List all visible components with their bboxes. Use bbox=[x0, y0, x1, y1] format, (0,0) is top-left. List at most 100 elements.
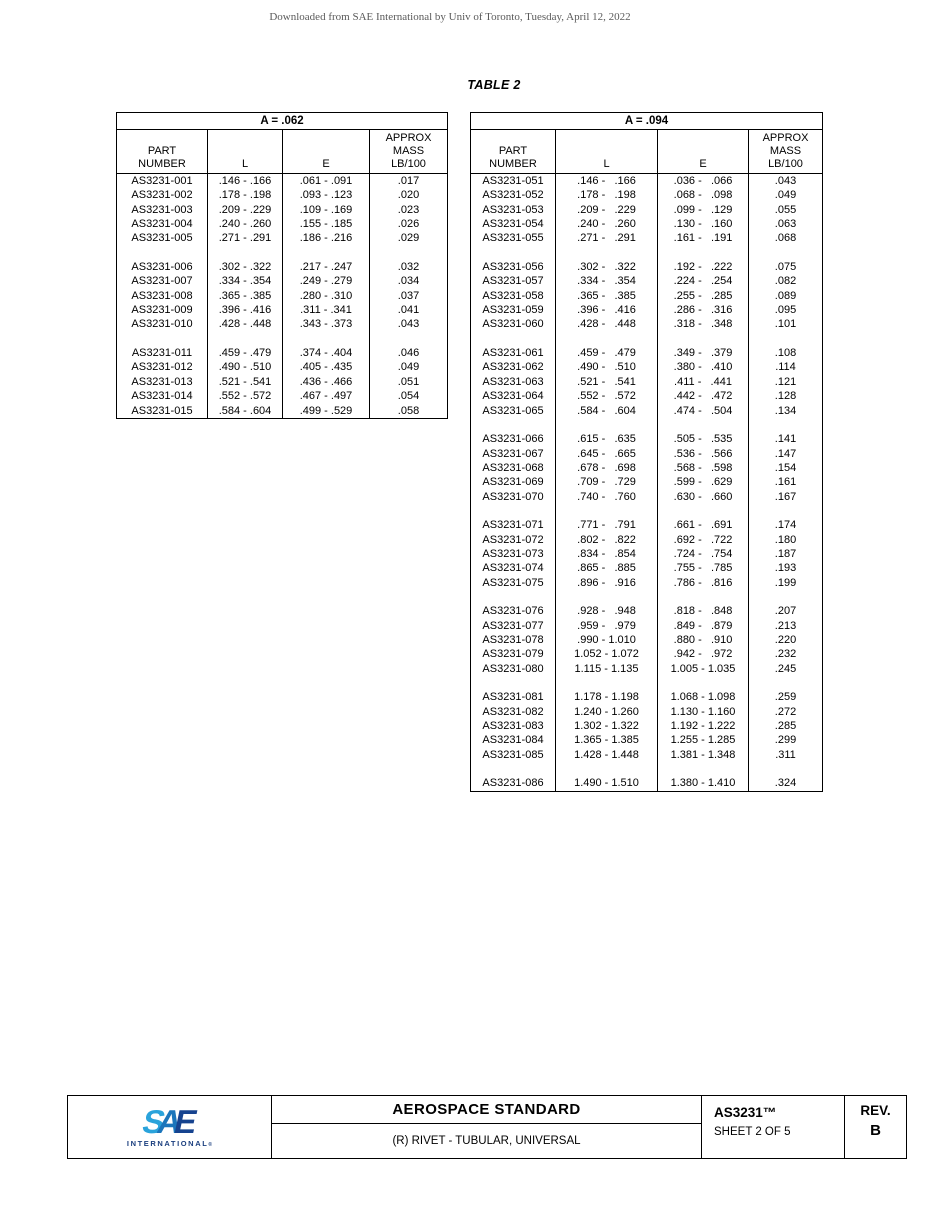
l-range-cell: .584 - .604 bbox=[207, 403, 283, 419]
mass-cell: .199 bbox=[748, 575, 823, 590]
mass-cell: .089 bbox=[748, 288, 823, 304]
l-range-cell: 1.302 - 1.322 bbox=[555, 719, 658, 734]
registered-mark: ® bbox=[208, 1141, 213, 1148]
l-range-cell: .896 - .916 bbox=[555, 575, 658, 590]
column-header: L bbox=[207, 129, 283, 174]
spacer-cell bbox=[555, 331, 658, 347]
table-row: AS3231-083 1.302 - 1.322 1.192 - 1.222.285 bbox=[470, 719, 823, 734]
e-range-cell: .536 - .566 bbox=[657, 446, 749, 461]
table-row: AS3231-070.740 - .760.630 - .660.167 bbox=[470, 489, 823, 504]
group-header-row: A = .094 bbox=[470, 112, 823, 130]
mass-cell: .213 bbox=[748, 618, 823, 633]
mass-cell: .121 bbox=[748, 374, 823, 390]
l-range-cell: .302 - .322 bbox=[555, 260, 658, 275]
l-range-cell: .521 - .541 bbox=[207, 374, 283, 390]
e-range-cell: .109 - .169 bbox=[282, 202, 370, 218]
e-range-cell: .286 - .316 bbox=[657, 303, 749, 318]
part-number-cell: AS3231-075 bbox=[470, 575, 556, 590]
mass-cell: .299 bbox=[748, 733, 823, 748]
l-range-cell: .271 - .291 bbox=[555, 231, 658, 246]
e-range-cell: .130 - .160 bbox=[657, 217, 749, 232]
spacer-cell bbox=[369, 245, 448, 261]
mass-cell: .037 bbox=[369, 288, 448, 304]
e-range-cell: 1.005 - 1.035 bbox=[657, 661, 749, 677]
l-range-cell: 1.240 - 1.260 bbox=[555, 704, 658, 720]
table-row: AS3231-052.178 - .198.068 - .098.049 bbox=[470, 188, 823, 203]
spacer-cell bbox=[748, 762, 823, 777]
table-row: AS3231-059.396 - .416.286 - .316.095 bbox=[470, 303, 823, 318]
spacer-cell bbox=[207, 331, 283, 347]
l-range-cell: .209 - .229 bbox=[555, 202, 658, 218]
e-range-cell: .036 - .066 bbox=[657, 173, 749, 189]
table-row: AS3231-069.709 - .729.599 - .629.161 bbox=[470, 475, 823, 490]
table-row: AS3231-076.928 - .948.818 - .848.207 bbox=[470, 604, 823, 619]
part-number-cell: AS3231-067 bbox=[470, 446, 556, 461]
table-row: AS3231-011.459 - .479.374 - .404.046 bbox=[116, 346, 448, 361]
part-number-cell: AS3231-059 bbox=[470, 303, 556, 318]
l-range-cell: .709 - .729 bbox=[555, 475, 658, 490]
e-range-cell: .724 - .754 bbox=[657, 546, 749, 562]
mass-cell: .017 bbox=[369, 173, 448, 189]
spacer-cell bbox=[207, 245, 283, 261]
table-row: AS3231-063.521 - .541.411 - .441.121 bbox=[470, 374, 823, 390]
part-number-cell: AS3231-061 bbox=[470, 346, 556, 361]
spacer-cell bbox=[555, 762, 658, 777]
e-range-cell: 1.381 - 1.348 bbox=[657, 747, 749, 763]
part-number-cell: AS3231-015 bbox=[116, 403, 208, 419]
footer-docnumber-cell: AS3231™ SHEET 2 OF 5 bbox=[702, 1096, 845, 1158]
column-header: APPROX MASS LB/100 bbox=[369, 129, 448, 174]
e-range-cell: .311 - .341 bbox=[282, 303, 370, 318]
e-range-cell: 1.380 - 1.410 bbox=[657, 776, 749, 792]
table-row: AS3231-003.209 - .229.109 - .169.023 bbox=[116, 202, 448, 218]
spacer-cell bbox=[657, 417, 749, 433]
e-range-cell: .374 - .404 bbox=[282, 346, 370, 361]
spacer-cell bbox=[555, 417, 658, 433]
mass-cell: .134 bbox=[748, 403, 823, 418]
part-number-cell: AS3231-076 bbox=[470, 604, 556, 619]
mass-cell: .154 bbox=[748, 460, 823, 476]
table-row: AS3231-085 1.428 - 1.448 1.381 - 1.348.311 bbox=[470, 747, 823, 763]
table-row: AS3231-075.896 - .916.786 - .816.199 bbox=[470, 575, 823, 590]
mass-cell: .063 bbox=[748, 217, 823, 232]
e-range-cell: .880 - .910 bbox=[657, 633, 749, 648]
footer-center-cell: AEROSPACE STANDARD (R) RIVET - TUBULAR, … bbox=[272, 1096, 702, 1158]
l-range-cell: .240 - .260 bbox=[207, 217, 283, 232]
e-range-cell: .661 - .691 bbox=[657, 518, 749, 533]
e-range-cell: 1.255 - 1.285 bbox=[657, 733, 749, 748]
rev-label: REV. bbox=[860, 1103, 891, 1118]
e-range-cell: .255 - .285 bbox=[657, 288, 749, 304]
table-row: AS3231-077.959 - .979.849 - .879.213 bbox=[470, 618, 823, 633]
mass-cell: .174 bbox=[748, 518, 823, 533]
l-range-cell: .146 - .166 bbox=[207, 173, 283, 189]
part-number-cell: AS3231-010 bbox=[116, 317, 208, 332]
part-number-cell: AS3231-004 bbox=[116, 217, 208, 232]
spacer-cell bbox=[470, 331, 556, 347]
l-range-cell: .678 - .698 bbox=[555, 460, 658, 476]
table-row: AS3231-078.990 - 1.010.880 - .910.220 bbox=[470, 633, 823, 648]
l-range-cell: .552 - .572 bbox=[207, 389, 283, 404]
table-row: AS3231-015.584 - .604.499 - .529.058 bbox=[116, 403, 448, 419]
spacer-row bbox=[116, 331, 448, 347]
table-row: AS3231-009.396 - .416.311 - .341.041 bbox=[116, 303, 448, 318]
mass-cell: .108 bbox=[748, 346, 823, 361]
spacer-cell bbox=[657, 245, 749, 261]
e-range-cell: .630 - .660 bbox=[657, 489, 749, 504]
spacer-cell bbox=[555, 676, 658, 691]
table-row: AS3231-061.459 - .479.349 - .379.108 bbox=[470, 346, 823, 361]
mass-cell: .043 bbox=[748, 173, 823, 189]
mass-cell: .220 bbox=[748, 633, 823, 648]
group-header-row: A = .062 bbox=[116, 112, 448, 130]
mass-cell: .193 bbox=[748, 561, 823, 576]
column-header-row: PART NUMBER L E APPROX MASS LB/100 bbox=[470, 129, 823, 174]
e-range-cell: .818 - .848 bbox=[657, 604, 749, 619]
l-range-cell: .334 - .354 bbox=[555, 274, 658, 289]
table-row: AS3231-002.178 - .198.093 - .123.020 bbox=[116, 188, 448, 203]
l-range-cell: .802 - .822 bbox=[555, 532, 658, 547]
group-header: A = .062 bbox=[116, 112, 448, 130]
part-number-cell: AS3231-073 bbox=[470, 546, 556, 562]
mass-cell: .023 bbox=[369, 202, 448, 218]
mass-cell: .082 bbox=[748, 274, 823, 289]
mass-cell: .049 bbox=[748, 188, 823, 203]
l-range-cell: .365 - .385 bbox=[207, 288, 283, 304]
l-range-cell: .865 - .885 bbox=[555, 561, 658, 576]
